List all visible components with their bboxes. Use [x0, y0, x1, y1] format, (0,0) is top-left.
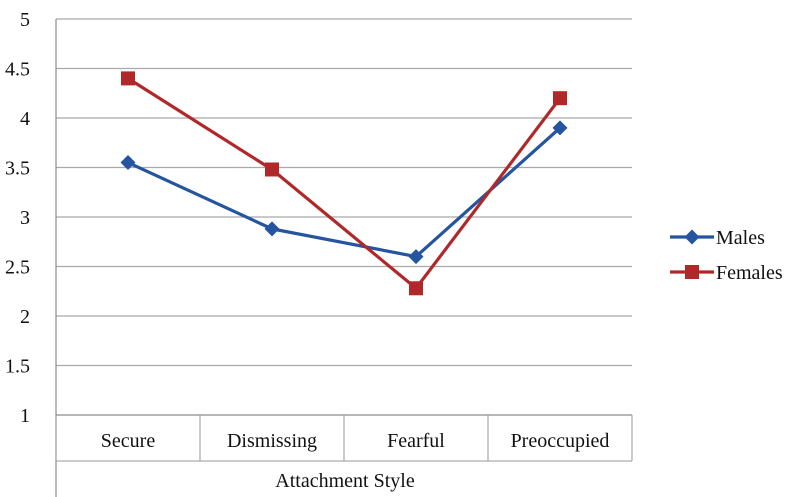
data-point-males [120, 155, 136, 171]
data-point-males [408, 249, 424, 265]
y-tick-label: 3 [20, 207, 30, 229]
series-line-females [127, 77, 562, 290]
y-tick-label: 1 [20, 405, 30, 427]
data-point-males [264, 221, 280, 237]
series-line-males [127, 126, 562, 259]
gridlines [56, 18, 632, 367]
data-point-males [552, 120, 568, 136]
axes: 1 1.5 2 2.5 3 3.5 4 4.5 5 Secure Dismissing Fearful… [5, 9, 633, 497]
y-tick-label: 4 [20, 108, 30, 130]
y-tick-label: 1.5 [5, 356, 30, 378]
data-point-females [265, 162, 279, 177]
x-tick-label: Fearful [387, 430, 445, 452]
data-point-females [121, 71, 135, 86]
x-tick-label: Dismissing [227, 430, 317, 452]
data-point-females [409, 281, 423, 296]
y-tick-label: 2 [20, 306, 30, 328]
legend-label-males: Males [716, 227, 765, 249]
legend-marker-males [684, 229, 700, 245]
legend-marker-females [685, 265, 699, 279]
y-tick-label: 3.5 [5, 158, 30, 180]
y-tick-label: 5 [20, 9, 30, 31]
x-tick-label: Preoccupied [511, 430, 610, 452]
series [120, 71, 568, 296]
legend: Males Females [670, 227, 783, 284]
y-tick-label: 2.5 [5, 257, 30, 279]
legend-label-females: Females [716, 262, 783, 284]
x-axis-title: Attachment Style [275, 470, 415, 492]
y-tick-label: 4.5 [5, 59, 30, 81]
x-tick-label: Secure [101, 430, 156, 452]
data-point-females [553, 91, 567, 106]
